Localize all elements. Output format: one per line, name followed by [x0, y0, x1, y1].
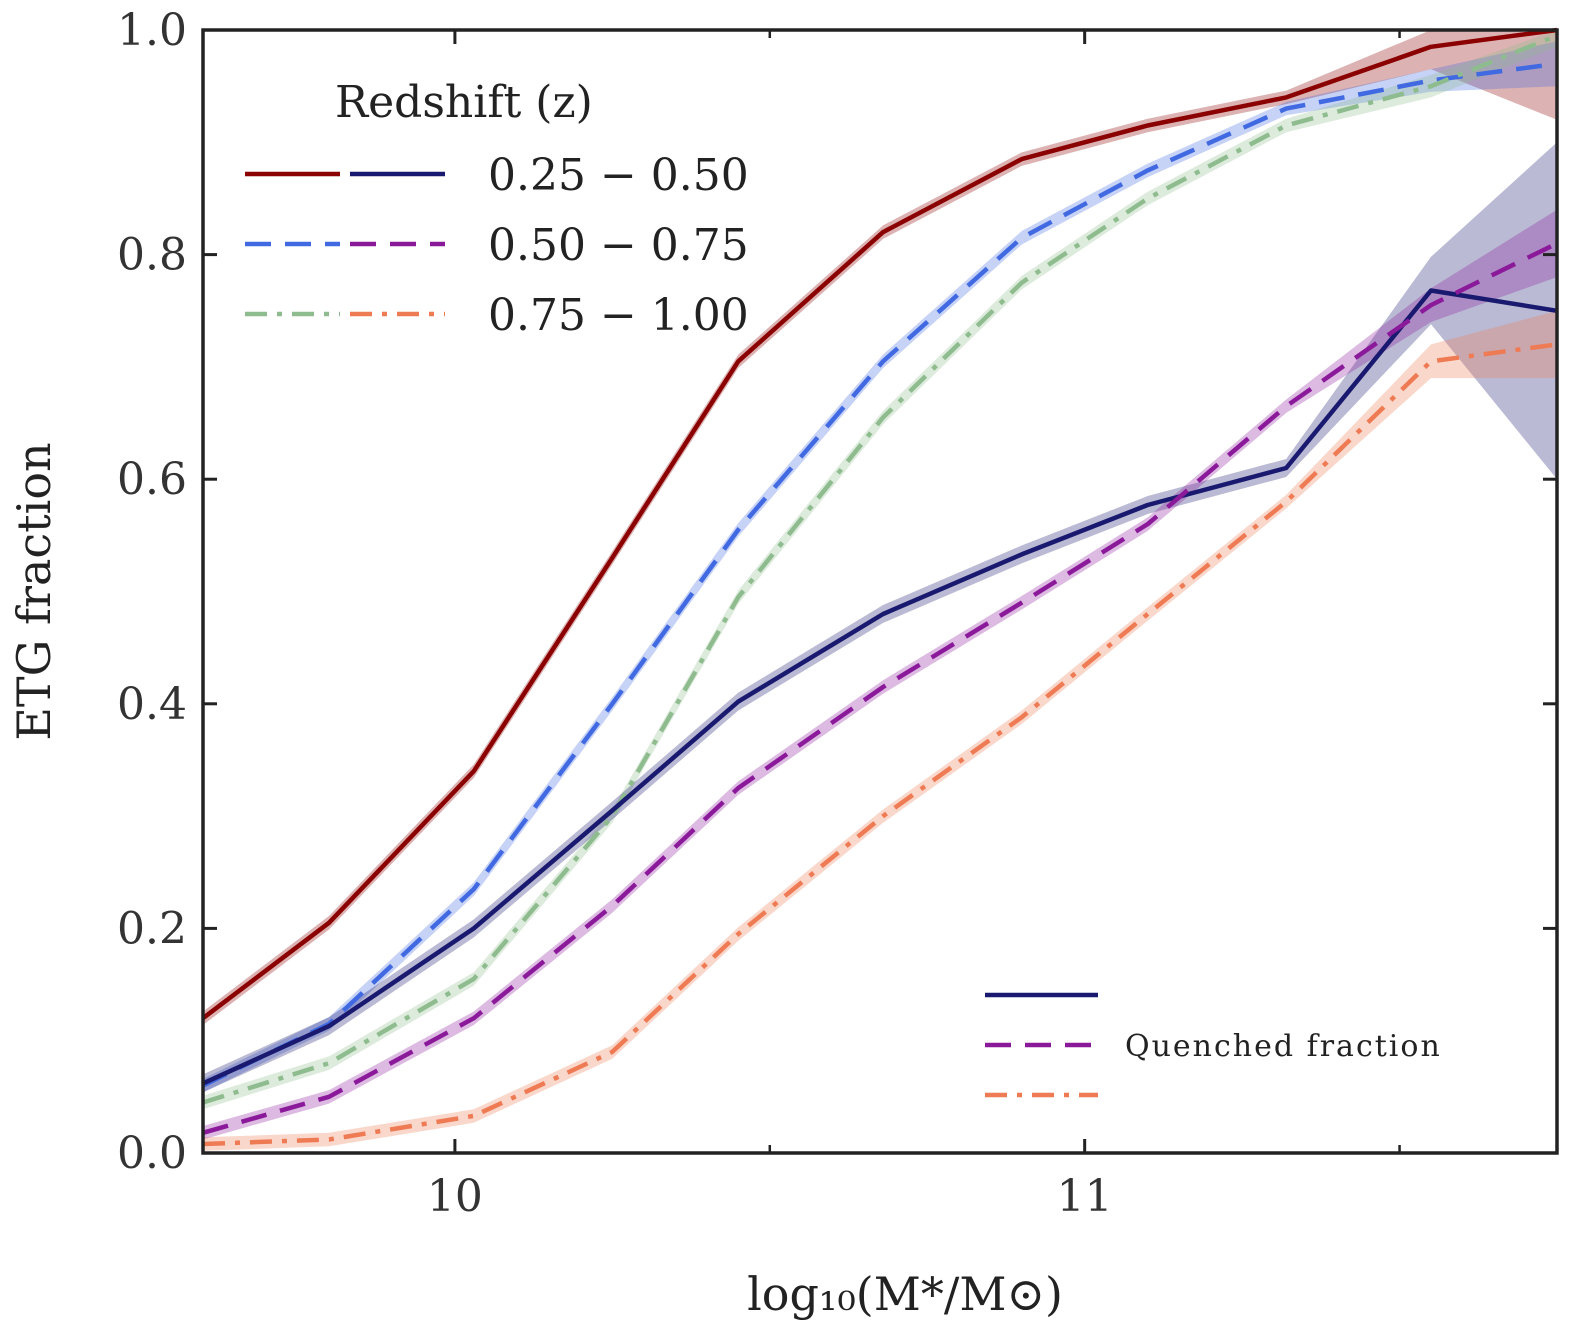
- legend-swatches: [245, 171, 445, 317]
- y-tick-label-3: 0.6: [117, 454, 187, 505]
- redshift-legend: Redshift (z) 0.25 − 0.50 0.50 − 0.75 0.7…: [245, 77, 749, 341]
- band-series-4: [203, 209, 1557, 1140]
- legend2-swatches: [985, 992, 1098, 1098]
- y-tick-label-2: 0.4: [117, 679, 187, 730]
- plot-frame: [201, 28, 1559, 1155]
- axis-tick-labels: 0.0 0.2 0.4 0.6 0.8 1.0 10 11: [117, 5, 1113, 1222]
- y-axis-label: ETG fraction: [7, 442, 61, 740]
- legend2-label: Quenched fraction: [1125, 1029, 1442, 1064]
- x-axis-label: log₁₀(M*/M⊙): [747, 1267, 1063, 1321]
- x-tick-label-0: 10: [427, 1171, 483, 1222]
- line-series-3: [202, 288, 1558, 1086]
- y-tick-label-1: 0.2: [117, 903, 187, 954]
- y-tick-label-5: 1.0: [117, 5, 187, 56]
- y-tick-label-4: 0.8: [117, 230, 187, 281]
- line-series-4: [202, 241, 1558, 1135]
- series-lines: [201, 27, 1558, 1147]
- legend-title: Redshift (z): [335, 77, 593, 128]
- line-series-5: [202, 342, 1558, 1147]
- band-series-0: [203, 30, 1557, 1025]
- legend-entry-1: 0.50 − 0.75: [488, 220, 749, 271]
- line-series-0: [201, 27, 1558, 1020]
- x-tick-label-1: 11: [1057, 1171, 1113, 1222]
- line-series-2: [202, 33, 1558, 1105]
- legend-entry-0: 0.25 − 0.50: [488, 150, 749, 201]
- legend-entry-2: 0.75 − 1.00: [488, 290, 749, 341]
- uncertainty-bands: [203, 30, 1557, 1151]
- axis-ticks: [203, 28, 1557, 1155]
- y-tick-label-0: 0.0: [117, 1128, 187, 1179]
- line-series-1: [202, 61, 1558, 1088]
- band-series-1: [203, 41, 1557, 1093]
- quenched-fraction-legend: Quenched fraction: [985, 992, 1442, 1098]
